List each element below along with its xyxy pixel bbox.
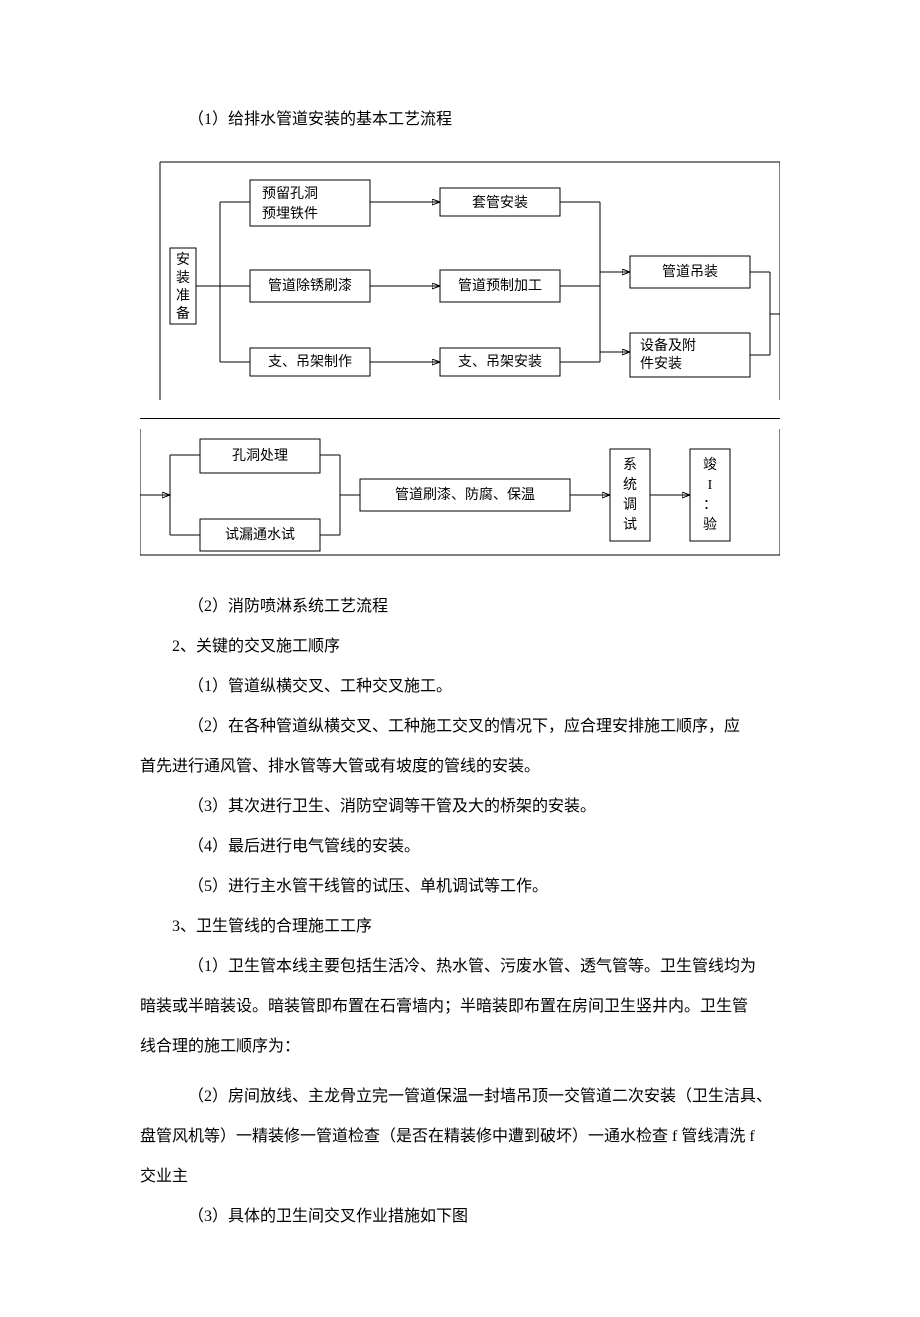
node-equip-2: 件安装 (640, 356, 682, 372)
p-2-1: （1）管道纵横交叉、工种交叉施工。 (140, 667, 780, 707)
node-equip-1: 设备及附 (640, 337, 696, 354)
node-prefab: 管道预制加工 (458, 278, 542, 294)
node-bracketmake: 支、吊架制作 (268, 354, 352, 370)
node-prep-4: 备 (176, 305, 190, 322)
node-accept-4: 验 (703, 517, 717, 533)
p-2-2b: 首先进行通风管、排水管等大管或有坡度的管线的安装。 (140, 747, 780, 787)
node-bracketinstall: 支、吊架安装 (458, 354, 542, 370)
node-accept-1: 竣 (703, 457, 717, 473)
node-debug-1: 系 (623, 457, 637, 473)
node-prep-3: 准 (176, 288, 190, 304)
node-accept-3: ： (703, 498, 717, 513)
section-1-title: （1）给排水管道安装的基本工艺流程 (140, 100, 780, 140)
p-3-2b: 盘管风机等）一精装修一管道检查（是否在精装修中遭到破坏）一通水检查 f 管线清洗… (140, 1117, 780, 1157)
section-1-2: （2）消防喷淋系统工艺流程 (140, 587, 780, 627)
node-hole-1: 预留孔洞 (262, 186, 318, 202)
p-3-1b: 暗装或半暗装设。暗装管即布置在石膏墙内；半暗装即布置在房间卫生竖井内。卫生管 (140, 987, 780, 1027)
node-paint: 管道刷漆、防腐、保温 (395, 486, 535, 503)
p-2-3: （3）其次进行卫生、消防空调等干管及大的桥架的安装。 (140, 787, 780, 827)
p-2-4: （4）最后进行电气管线的安装。 (140, 827, 780, 867)
node-accept-2: I (708, 478, 713, 493)
p-3-2c: 交业主 (140, 1157, 780, 1197)
p-3-1c: 线合理的施工顺序为： (140, 1027, 780, 1067)
p-2-2a: （2）在各种管道纵横交叉、工种施工交叉的情况下，应合理安排施工顺序，应 (140, 707, 780, 747)
node-holework: 孔洞处理 (232, 448, 288, 464)
flowchart-2: 孔洞处理 试漏通水试 管道刷漆、防腐、保温 系 统 调 试 竣 I ： 验 (140, 429, 780, 569)
p-3-2a: （2）房间放线、主龙骨立完一管道保温一封墙吊顶一交管道二次安装（卫生洁具、 (140, 1077, 780, 1117)
node-prep-2: 装 (176, 270, 190, 286)
heading-3: 3、卫生管线的合理施工工序 (140, 907, 780, 947)
p-2-5: （5）进行主水管干线管的试压、单机调试等工作。 (140, 867, 780, 907)
p-3-3: （3）具体的卫生间交叉作业措施如下图 (140, 1197, 780, 1237)
node-leak: 试漏通水试 (225, 527, 295, 543)
heading-2: 2、关键的交叉施工顺序 (140, 627, 780, 667)
node-sleeve: 套管安装 (472, 195, 528, 211)
node-debug-4: 试 (623, 517, 637, 533)
node-debug-2: 统 (623, 477, 637, 493)
separator (140, 418, 780, 419)
node-debug-3: 调 (623, 497, 637, 513)
flowchart-1: 安 装 准 备 预留孔洞 预埋铁件 套管安装 管道除锈刷漆 管道预制加工 支、吊… (140, 150, 780, 400)
node-rust: 管道除锈刷漆 (268, 278, 352, 294)
node-hole-2: 预埋铁件 (262, 206, 318, 222)
p-3-1a: （1）卫生管本线主要包括生活冷、热水管、污废水管、透气管等。卫生管线均为 (140, 947, 780, 987)
node-prep-1: 安 (176, 252, 190, 268)
node-hoist: 管道吊装 (662, 264, 718, 280)
